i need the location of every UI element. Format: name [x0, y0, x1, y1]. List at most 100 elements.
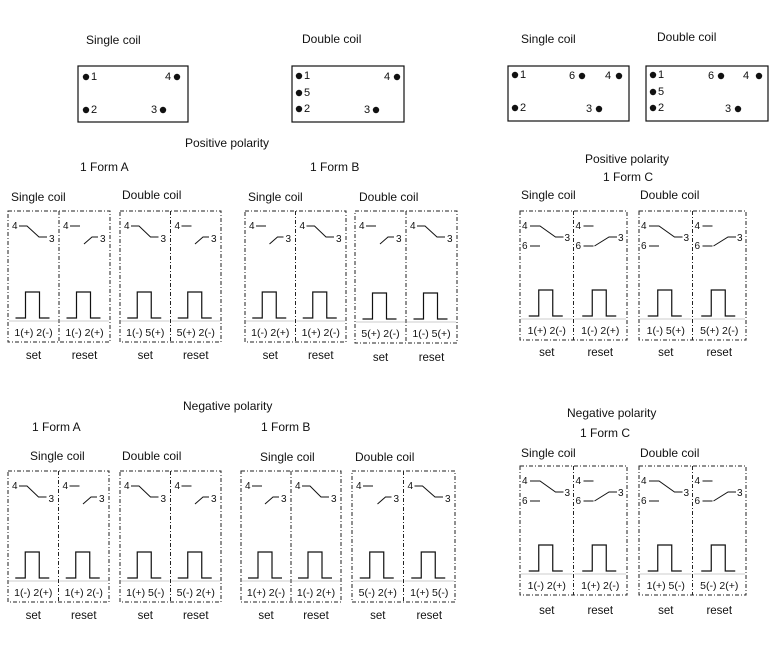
contact-arm: [131, 485, 159, 498]
contact-arm: [594, 491, 617, 502]
contact-label-nc: 6: [641, 496, 647, 507]
polarity-label: 1(+) 2(-): [581, 580, 619, 592]
pulse-waveform: [528, 544, 563, 572]
reset-caption: reset: [303, 610, 329, 622]
pin-dot: [295, 105, 303, 113]
set-caption: set: [373, 352, 389, 364]
contact-arm: [19, 485, 47, 498]
contact-label-no: 3: [396, 234, 402, 245]
pulse-waveform: [248, 551, 282, 579]
group-title: Single coil: [260, 450, 315, 464]
contact-label-no: 3: [100, 234, 106, 245]
contact-arm: [302, 485, 329, 498]
reset-cell: 4 3 5(+) 2(-) reset: [171, 221, 220, 362]
contact-arm: [377, 496, 392, 505]
contact-label-common: 4: [356, 481, 362, 492]
contact-label-nc: 6: [522, 241, 528, 252]
contact-label-no: 3: [99, 494, 105, 505]
pulse-waveform: [177, 551, 212, 579]
pulse-waveform: [127, 551, 162, 579]
pulse-waveform: [302, 291, 337, 319]
polarity-label: 1(-) 5(+): [126, 327, 164, 339]
polarity-label: 1(-) 5(+): [412, 328, 450, 340]
polarity-label: 1(+) 2(-): [14, 327, 52, 339]
reset-cell: 4 3 1(-) 2(+) reset: [60, 221, 109, 362]
reset-cell: 4 6 3 5(+) 2(-) reset: [693, 221, 745, 359]
set-caption: set: [263, 350, 279, 362]
reset-caption: reset: [587, 347, 613, 359]
group-outline: [119, 470, 222, 603]
contact-label-common: 4: [359, 221, 365, 232]
contact-arm: [269, 236, 284, 245]
pin-label: 2: [304, 103, 310, 115]
polarity-label: 5(+) 2(-): [361, 328, 399, 340]
polarity-label: 5(-) 2(+): [177, 587, 215, 599]
polarity-label: 1(+) 2(-): [247, 587, 285, 599]
polarity-label: 1(-) 5(+): [647, 325, 685, 337]
contact-label-common: 4: [295, 481, 301, 492]
contact-label-common: 4: [410, 221, 416, 232]
polarity-heading: Positive polarity: [585, 152, 669, 166]
polarity-label: 1(+) 2(-): [65, 587, 103, 599]
contact-label-common: 4: [124, 481, 130, 492]
contact-arm: [417, 225, 445, 238]
pin-view-double-coil-ab: Double coil 1 4 5 2 3: [291, 32, 405, 123]
contact-arm: [82, 496, 97, 505]
contact-label-common: 4: [249, 221, 255, 232]
reset-caption: reset: [416, 610, 442, 622]
contact-label-no: 3: [684, 233, 690, 244]
form-heading: 1 Form B: [310, 160, 359, 174]
set-caption: set: [370, 610, 386, 622]
pin-label: 4: [605, 70, 611, 82]
group-title: Single coil: [521, 446, 576, 460]
contact-label-no: 3: [336, 234, 342, 245]
reset-caption: reset: [183, 350, 209, 362]
pin-dot: [295, 89, 303, 97]
contact-label-common: 4: [522, 221, 528, 232]
set-caption: set: [658, 605, 674, 617]
pin-dot: [372, 106, 380, 114]
pin-label: 1: [520, 69, 526, 81]
pin-label: 1: [304, 70, 310, 82]
contact-label-no: 3: [49, 234, 55, 245]
pin-label: 2: [91, 104, 97, 116]
pin-dot: [615, 72, 623, 80]
contact-label-no: 3: [49, 494, 55, 505]
contact-label-no: 3: [447, 234, 453, 245]
contact-label-common: 4: [522, 476, 528, 487]
contact-label-common: 4: [12, 481, 18, 492]
polarity-heading: Positive polarity: [185, 136, 269, 150]
group-outline: [244, 210, 347, 343]
reset-cell: 4 3 1(-) 5(+) reset: [407, 221, 456, 364]
pin-label: 5: [658, 86, 664, 98]
reset-caption: reset: [308, 350, 334, 362]
contact-arm: [530, 480, 564, 493]
group-outline: [119, 210, 222, 343]
pulse-waveform: [15, 551, 50, 579]
set-cell: 4 3 1(+) 2(-) set: [9, 221, 58, 362]
contact-arm: [530, 225, 564, 238]
reset-caption: reset: [419, 352, 445, 364]
pulse-waveform: [647, 289, 682, 317]
polarity-heading: Negative polarity: [183, 399, 272, 413]
contact-label-no: 3: [565, 233, 571, 244]
contact-label-common: 4: [245, 481, 251, 492]
group-title: Double coil: [640, 188, 699, 202]
contact-label-common: 4: [641, 221, 647, 232]
pin-label: 3: [151, 104, 157, 116]
group-title: Single coil: [248, 190, 303, 204]
group-title: Double coil: [122, 188, 181, 202]
contact-label-no: 3: [161, 494, 167, 505]
reset-cell: 4 3 5(-) 2(+) reset: [171, 481, 220, 622]
contact-label-no: 3: [211, 234, 217, 245]
reset-cell: 4 3 1(+) 5(-) reset: [404, 481, 454, 622]
reset-caption: reset: [183, 610, 209, 622]
pin-view-single-coil-c: Single coil 1 6 4 2 3: [507, 32, 630, 122]
